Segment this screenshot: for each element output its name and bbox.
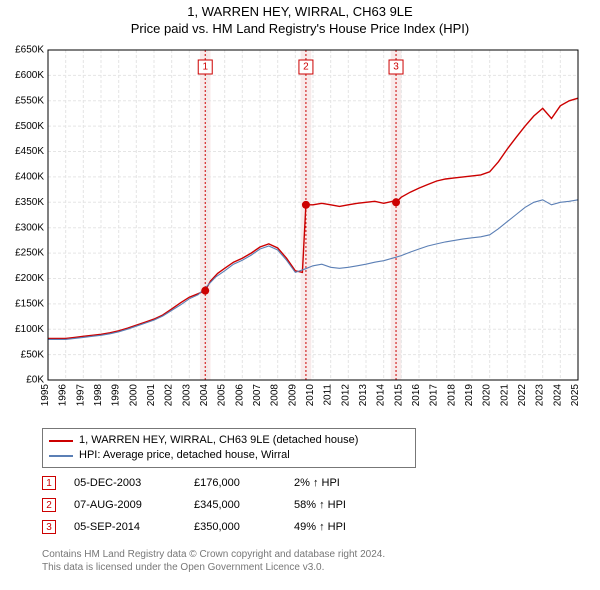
svg-text:2023: 2023 [535, 384, 546, 407]
svg-text:2013: 2013 [358, 384, 369, 407]
svg-text:2004: 2004 [199, 384, 210, 407]
svg-text:2000: 2000 [128, 384, 139, 407]
sales-date-1: 05-DEC-2003 [74, 477, 194, 489]
svg-text:2014: 2014 [376, 384, 387, 407]
svg-text:£400K: £400K [15, 172, 44, 183]
legend-label-hpi: HPI: Average price, detached house, Wirr… [79, 448, 290, 463]
titles: 1, WARREN HEY, WIRRAL, CH63 9LE Price pa… [0, 0, 600, 36]
svg-text:2015: 2015 [393, 384, 404, 407]
sales-delta-2: 58% ↑ HPI [294, 499, 414, 511]
svg-text:£100K: £100K [15, 324, 44, 335]
sales-price-1: £176,000 [194, 477, 294, 489]
svg-text:2009: 2009 [287, 384, 298, 407]
svg-text:2020: 2020 [482, 384, 493, 407]
svg-text:1998: 1998 [93, 384, 104, 407]
svg-text:2001: 2001 [146, 384, 157, 407]
svg-text:2003: 2003 [181, 384, 192, 407]
sales-marker-3: 3 [42, 520, 56, 534]
svg-text:£600K: £600K [15, 70, 44, 81]
legend-item-hpi: HPI: Average price, detached house, Wirr… [49, 448, 409, 463]
svg-text:£200K: £200K [15, 273, 44, 284]
svg-text:2021: 2021 [499, 384, 510, 407]
svg-text:£50K: £50K [21, 349, 45, 360]
svg-text:£450K: £450K [15, 146, 44, 157]
svg-text:£0K: £0K [26, 375, 44, 386]
svg-text:3: 3 [393, 62, 399, 73]
svg-text:2019: 2019 [464, 384, 475, 407]
svg-text:£250K: £250K [15, 248, 44, 259]
footnote: Contains HM Land Registry data © Crown c… [42, 548, 562, 574]
legend-swatch-property [49, 440, 73, 442]
sales-delta-1: 2% ↑ HPI [294, 477, 414, 489]
svg-text:2012: 2012 [340, 384, 351, 407]
svg-text:2016: 2016 [411, 384, 422, 407]
svg-text:£500K: £500K [15, 121, 44, 132]
sales-row-2: 2 07-AUG-2009 £345,000 58% ↑ HPI [42, 494, 562, 516]
svg-text:2022: 2022 [517, 384, 528, 407]
legend-label-property: 1, WARREN HEY, WIRRAL, CH63 9LE (detache… [79, 433, 358, 448]
sales-price-3: £350,000 [194, 521, 294, 533]
svg-text:£150K: £150K [15, 298, 44, 309]
svg-text:2008: 2008 [270, 384, 281, 407]
sales-row-3: 3 05-SEP-2014 £350,000 49% ↑ HPI [42, 516, 562, 538]
sales-row-1: 1 05-DEC-2003 £176,000 2% ↑ HPI [42, 472, 562, 494]
chart-svg: £0K £50K £100K £150K £200K £250K £300K £350K £40… [0, 40, 600, 420]
svg-text:2017: 2017 [429, 384, 440, 407]
footnote-line-1: Contains HM Land Registry data © Crown c… [42, 548, 562, 561]
svg-text:1999: 1999 [111, 384, 122, 407]
sales-marker-2: 2 [42, 498, 56, 512]
svg-text:1: 1 [202, 62, 208, 73]
sales-date-3: 05-SEP-2014 [74, 521, 194, 533]
sales-marker-1: 1 [42, 476, 56, 490]
title-line-1: 1, WARREN HEY, WIRRAL, CH63 9LE [0, 4, 600, 19]
svg-text:£300K: £300K [15, 222, 44, 233]
svg-text:£550K: £550K [15, 95, 44, 106]
title-line-2: Price paid vs. HM Land Registry's House … [0, 21, 600, 36]
svg-text:2007: 2007 [252, 384, 263, 407]
sales-date-2: 07-AUG-2009 [74, 499, 194, 511]
svg-text:1995: 1995 [40, 384, 51, 407]
sales-delta-3: 49% ↑ HPI [294, 521, 414, 533]
svg-text:2: 2 [303, 62, 309, 73]
svg-text:£650K: £650K [15, 45, 44, 56]
svg-text:2002: 2002 [164, 384, 175, 407]
svg-text:1997: 1997 [75, 384, 86, 407]
svg-text:2025: 2025 [570, 384, 581, 407]
svg-text:2018: 2018 [446, 384, 457, 407]
legend: 1, WARREN HEY, WIRRAL, CH63 9LE (detache… [42, 428, 416, 468]
svg-text:2006: 2006 [234, 384, 245, 407]
svg-text:£350K: £350K [15, 197, 44, 208]
svg-text:2005: 2005 [217, 384, 228, 407]
svg-text:1996: 1996 [58, 384, 69, 407]
footnote-line-2: This data is licensed under the Open Gov… [42, 561, 562, 574]
sales-price-2: £345,000 [194, 499, 294, 511]
sales-table: 1 05-DEC-2003 £176,000 2% ↑ HPI 2 07-AUG… [42, 472, 562, 538]
legend-swatch-hpi [49, 455, 73, 457]
svg-text:2010: 2010 [305, 384, 316, 407]
chart: £0K £50K £100K £150K £200K £250K £300K £350K £40… [0, 40, 600, 420]
svg-text:2024: 2024 [552, 384, 563, 407]
legend-item-property: 1, WARREN HEY, WIRRAL, CH63 9LE (detache… [49, 433, 409, 448]
svg-text:2011: 2011 [323, 384, 334, 406]
